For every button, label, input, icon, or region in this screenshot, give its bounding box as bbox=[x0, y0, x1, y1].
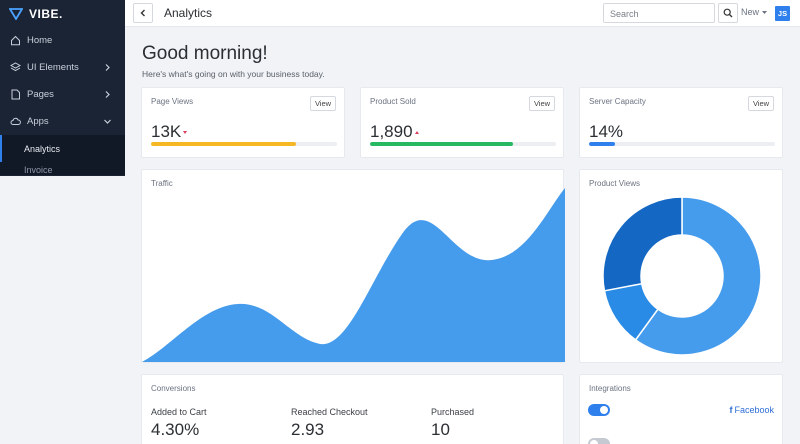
sidebar-item-pages[interactable]: Pages bbox=[0, 81, 125, 108]
donut-slice bbox=[634, 196, 762, 356]
progress-fill bbox=[589, 142, 616, 146]
sidebar-item-ui-elements[interactable]: UI Elements bbox=[0, 54, 125, 81]
view-button[interactable]: View bbox=[310, 96, 336, 111]
brand-name: VIBE. bbox=[29, 6, 63, 21]
sidebar-item-label: Home bbox=[27, 35, 53, 46]
search-input[interactable] bbox=[604, 5, 714, 23]
vibe-logo-icon bbox=[9, 7, 23, 20]
trend-down-icon bbox=[183, 131, 188, 134]
traffic-area-chart bbox=[142, 188, 565, 362]
progress-track bbox=[589, 142, 775, 146]
greeting-subtitle: Here's what's going on with your busines… bbox=[142, 69, 325, 79]
stat-label: Server Capacity bbox=[589, 97, 646, 106]
traffic-card: Traffic bbox=[141, 169, 565, 363]
page-icon bbox=[10, 89, 21, 100]
stat-label: Product Sold bbox=[370, 97, 416, 106]
facebook-link[interactable]: f Facebook bbox=[729, 405, 774, 415]
trend-up-icon bbox=[414, 131, 419, 134]
progress-fill bbox=[370, 142, 514, 146]
brand-logo[interactable]: VIBE. bbox=[0, 0, 125, 27]
page-title: Analytics bbox=[164, 6, 213, 20]
stat-value: 14% bbox=[589, 122, 623, 142]
cloud-icon bbox=[10, 116, 21, 127]
toggle-knob bbox=[590, 440, 598, 444]
new-dropdown-button[interactable]: New bbox=[741, 7, 768, 17]
conversions-card: Conversions Added to Cart 4.30% Reached … bbox=[141, 374, 564, 444]
chevron-down-icon bbox=[104, 119, 111, 124]
sidebar-item-apps[interactable]: Apps bbox=[0, 108, 125, 135]
traffic-label: Traffic bbox=[151, 179, 173, 188]
product-views-donut-chart bbox=[602, 196, 762, 356]
conversion-label: Purchased bbox=[431, 407, 475, 417]
sidebar-subitem-analytics[interactable]: Analytics bbox=[0, 135, 125, 162]
sidebar: VIBE. Home UI Elements Pages Apps Analyt… bbox=[0, 0, 125, 176]
stat-number: 1,890 bbox=[370, 122, 413, 141]
conversions-label: Conversions bbox=[151, 384, 196, 393]
new-label: New bbox=[741, 7, 760, 17]
integrations-label: Integrations bbox=[589, 384, 631, 393]
product-views-card: Product Views bbox=[579, 169, 783, 363]
conversion-label: Reached Checkout bbox=[291, 407, 368, 417]
facebook-icon: f bbox=[729, 405, 733, 415]
apps-submenu: Analytics Invoice bbox=[0, 135, 125, 175]
integration-toggle-2[interactable] bbox=[588, 438, 610, 444]
product-views-label: Product Views bbox=[589, 179, 640, 188]
progress-track bbox=[370, 142, 556, 146]
chevron-right-icon bbox=[105, 91, 110, 98]
facebook-label: Facebook bbox=[734, 405, 774, 415]
search-button[interactable] bbox=[718, 3, 738, 23]
progress-track bbox=[151, 142, 337, 146]
sidebar-item-label: Apps bbox=[27, 116, 49, 127]
chevron-right-icon bbox=[105, 64, 110, 71]
progress-fill bbox=[151, 142, 297, 146]
caret-down-icon bbox=[762, 10, 768, 14]
conversion-value: 10 bbox=[431, 420, 450, 439]
sidebar-subitem-invoice[interactable]: Invoice bbox=[24, 165, 53, 175]
chevron-left-icon bbox=[140, 9, 145, 17]
top-bar: Analytics New JS bbox=[125, 0, 800, 27]
stat-card-product-sold: Product Sold View 1,890 bbox=[360, 87, 564, 158]
stat-value: 13K bbox=[151, 122, 188, 142]
search-icon bbox=[723, 8, 733, 18]
search-field[interactable] bbox=[603, 3, 715, 23]
stat-card-server-capacity: Server Capacity View 14% bbox=[579, 87, 783, 158]
facebook-toggle[interactable] bbox=[588, 404, 610, 416]
home-icon bbox=[10, 35, 21, 46]
back-button[interactable] bbox=[133, 3, 153, 23]
stat-value: 1,890 bbox=[370, 122, 419, 142]
donut-slice bbox=[602, 196, 683, 292]
stat-number: 13K bbox=[151, 122, 182, 141]
view-button[interactable]: View bbox=[529, 96, 555, 111]
traffic-area bbox=[142, 188, 565, 362]
sidebar-item-home[interactable]: Home bbox=[0, 27, 125, 54]
layers-icon bbox=[10, 62, 21, 73]
conversion-value: 2.93 bbox=[291, 420, 325, 439]
greeting-title: Good morning! bbox=[142, 43, 268, 64]
view-button[interactable]: View bbox=[748, 96, 774, 111]
conversion-value: 4.30% bbox=[151, 420, 200, 439]
stat-card-page-views: Page Views View 13K bbox=[141, 87, 345, 158]
sidebar-item-label: UI Elements bbox=[27, 62, 79, 73]
integrations-card: Integrations f Facebook bbox=[579, 374, 783, 444]
sidebar-item-label: Pages bbox=[27, 89, 54, 100]
toggle-knob bbox=[600, 406, 608, 414]
user-avatar[interactable]: JS bbox=[775, 6, 790, 21]
conversion-label: Added to Cart bbox=[151, 407, 207, 417]
stat-number: 14% bbox=[589, 122, 624, 141]
stat-label: Page Views bbox=[151, 97, 194, 106]
